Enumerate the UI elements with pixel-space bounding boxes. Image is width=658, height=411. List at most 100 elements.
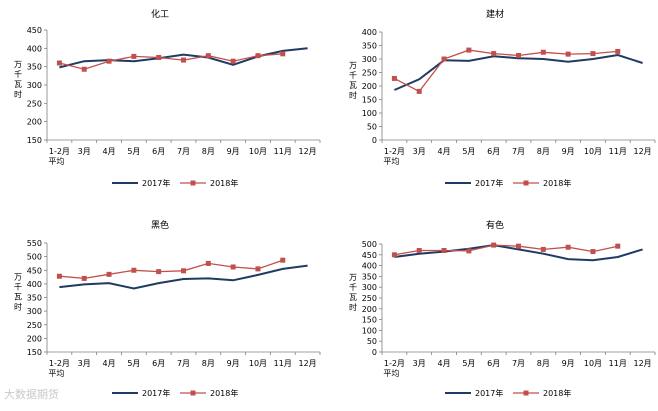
x-tick-label: 1-2月平均 <box>48 147 70 166</box>
legend: 2017年 2018年 <box>112 178 238 188</box>
data-point-2018 <box>491 51 497 57</box>
data-point-2018 <box>466 248 472 254</box>
x-tick-label: 4月 <box>102 359 115 368</box>
y-tick-label: 200 <box>27 334 42 343</box>
data-point-2018 <box>615 243 621 249</box>
y-tick-label: 450 <box>362 251 377 260</box>
legend-label-2017: 2017年 <box>142 388 170 398</box>
y-tick-label: 50 <box>367 123 377 132</box>
data-point-2018 <box>565 244 571 250</box>
series-line-2017年 <box>394 244 643 262</box>
y-axis-label: 万千瓦时 <box>349 61 357 100</box>
y-tick-label: 150 <box>27 136 42 145</box>
y-tick-label: 200 <box>27 118 42 127</box>
y-tick-label: 150 <box>27 348 42 357</box>
x-tick-label: 6月 <box>152 147 165 156</box>
legend-label-2017: 2017年 <box>142 178 170 188</box>
x-tick-label: 9月 <box>562 147 575 156</box>
x-tick-label: 3月 <box>413 359 426 368</box>
data-point-2018 <box>590 51 596 57</box>
x-tick-label: 8月 <box>202 147 215 156</box>
x-tick-label: 4月 <box>102 147 115 156</box>
x-tick-label: 11月 <box>274 359 292 368</box>
y-tick-label: 300 <box>362 55 377 64</box>
data-point-2018 <box>565 51 571 57</box>
data-point-2018 <box>540 49 546 55</box>
y-tick-label: 400 <box>362 28 377 37</box>
data-point-2018 <box>255 53 261 59</box>
x-tick-label: 7月 <box>177 147 190 156</box>
data-point-2018 <box>56 273 62 279</box>
chart-title: 建材 <box>486 8 504 20</box>
series-line-2017年 <box>394 53 643 91</box>
y-tick-label: 350 <box>362 42 377 51</box>
x-tick-label: 10月 <box>249 359 267 368</box>
y-tick-label: 300 <box>27 81 42 90</box>
data-point-2018 <box>416 88 422 94</box>
y-axis-label: 万千瓦时 <box>14 60 22 99</box>
y-tick-label: 250 <box>27 99 42 108</box>
x-tick-label: 11月 <box>609 359 627 368</box>
y-tick-label: 300 <box>27 307 42 316</box>
x-tick-label: 9月 <box>227 359 240 368</box>
data-point-2018 <box>156 269 162 275</box>
data-point-2018 <box>516 243 521 249</box>
x-tick-label: 1-2月平均 <box>383 147 405 166</box>
y-tick-label: 150 <box>362 316 377 325</box>
data-point-2018 <box>81 66 87 72</box>
y-tick-label: 450 <box>27 26 42 35</box>
y-tick-label: 350 <box>362 272 377 281</box>
y-tick-label: 250 <box>362 294 377 303</box>
y-tick-label: 100 <box>362 326 377 335</box>
chart-1: 化工 150 200 250 300 350 400 450 万千瓦时 1-2月平均 3月 4月 5月 6… <box>14 8 321 188</box>
y-tick-label: 200 <box>362 82 377 91</box>
data-point-2018 <box>205 260 211 266</box>
y-tick-label: 500 <box>27 253 42 262</box>
x-tick-label: 3月 <box>78 147 91 156</box>
data-point-2018 <box>516 52 521 58</box>
x-tick-label: 6月 <box>487 147 500 156</box>
x-tick-label: 10月 <box>584 147 602 156</box>
series-line-2018年 <box>394 49 618 93</box>
y-tick-label: 200 <box>362 305 377 314</box>
y-tick-label: 250 <box>362 69 377 78</box>
x-tick-label: 5月 <box>127 359 140 368</box>
y-tick-label: 350 <box>27 294 42 303</box>
x-tick-label: 1-2月平均 <box>48 359 70 378</box>
data-point-2018 <box>181 268 186 274</box>
legend-marker-2018 <box>190 180 196 186</box>
data-point-2018 <box>441 247 447 253</box>
x-tick-label: 6月 <box>487 359 500 368</box>
y-tick-label: 400 <box>27 280 42 289</box>
legend: 2017年 2018年 <box>445 178 571 188</box>
legend: 2017年 2018年 <box>112 388 238 398</box>
data-point-2018 <box>391 75 397 81</box>
x-tick-label: 11月 <box>274 147 292 156</box>
data-point-2018 <box>230 264 236 270</box>
watermark-text: 大数据期货 <box>4 388 59 401</box>
y-tick-label: 350 <box>27 63 42 72</box>
series-line-2017年 <box>59 264 308 290</box>
x-tick-label: 12月 <box>298 359 316 368</box>
y-tick-label: 0 <box>372 348 377 357</box>
data-point-2018 <box>540 246 546 252</box>
x-tick-label: 8月 <box>537 147 550 156</box>
x-tick-label: 10月 <box>584 359 602 368</box>
y-tick-label: 300 <box>362 283 377 292</box>
x-tick-label: 4月 <box>437 147 450 156</box>
y-tick-label: 550 <box>27 239 42 248</box>
legend-label-2018: 2018年 <box>543 388 571 398</box>
chart-3: 黑色 150 200 250 300 350 400 450 500 550 万千瓦时 1-2月平均 3… <box>14 219 321 398</box>
x-tick-label: 12月 <box>633 359 651 368</box>
x-tick-label: 3月 <box>413 147 426 156</box>
x-tick-label: 9月 <box>227 147 240 156</box>
data-point-2018 <box>615 48 621 54</box>
legend-marker-2018 <box>523 180 529 186</box>
chart-title: 化工 <box>151 8 169 20</box>
data-point-2018 <box>131 53 137 59</box>
x-tick-label: 7月 <box>512 147 525 156</box>
x-tick-label: 5月 <box>127 147 140 156</box>
chart-title: 有色 <box>486 219 504 231</box>
x-tick-label: 8月 <box>537 359 550 368</box>
